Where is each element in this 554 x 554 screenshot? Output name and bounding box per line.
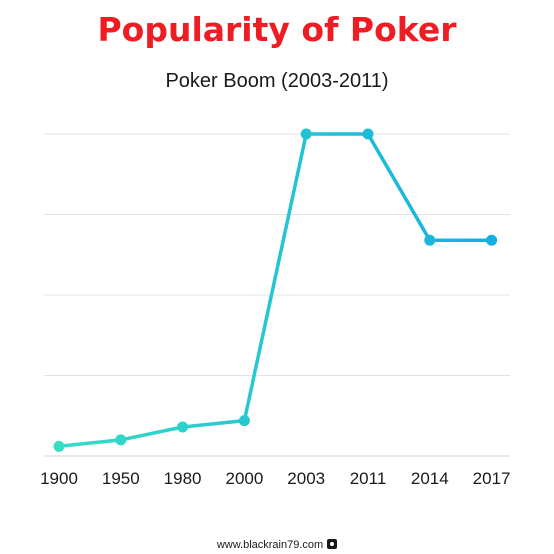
x-axis-tick-labels: 1900 1950 1980 2000 2003 2011 2014 2017 bbox=[40, 469, 510, 488]
data-point-1950 bbox=[115, 434, 127, 446]
data-point-2000 bbox=[238, 415, 250, 427]
data-point-1980 bbox=[177, 421, 189, 433]
x-tick-label-2014: 2014 bbox=[411, 469, 449, 488]
x-tick-label-1980: 1980 bbox=[164, 469, 202, 488]
x-tick-label-1950: 1950 bbox=[102, 469, 140, 488]
gridlines bbox=[44, 133, 510, 457]
x-tick-label-2011: 2011 bbox=[350, 469, 387, 488]
data-point-2014 bbox=[424, 234, 436, 246]
data-point-2003 bbox=[300, 128, 312, 140]
series-line bbox=[57, 132, 494, 449]
data-point-1900 bbox=[53, 440, 65, 452]
data-point-2011 bbox=[362, 128, 374, 140]
x-tick-label-2003: 2003 bbox=[287, 469, 325, 488]
x-tick-label-2017: 2017 bbox=[473, 469, 511, 488]
chart-title: Popularity of Poker bbox=[97, 10, 457, 49]
data-point-2017 bbox=[486, 234, 498, 246]
x-tick-label-1900: 1900 bbox=[40, 469, 78, 488]
x-tick-label-2000: 2000 bbox=[225, 469, 263, 488]
camera-icon bbox=[327, 539, 338, 549]
footer: www.blackrain79.com bbox=[0, 539, 554, 551]
data-points bbox=[53, 128, 498, 452]
chart-subtitle: Poker Boom (2003-2011) bbox=[165, 70, 389, 92]
footer-url[interactable]: www.blackrain79.com bbox=[216, 539, 324, 551]
